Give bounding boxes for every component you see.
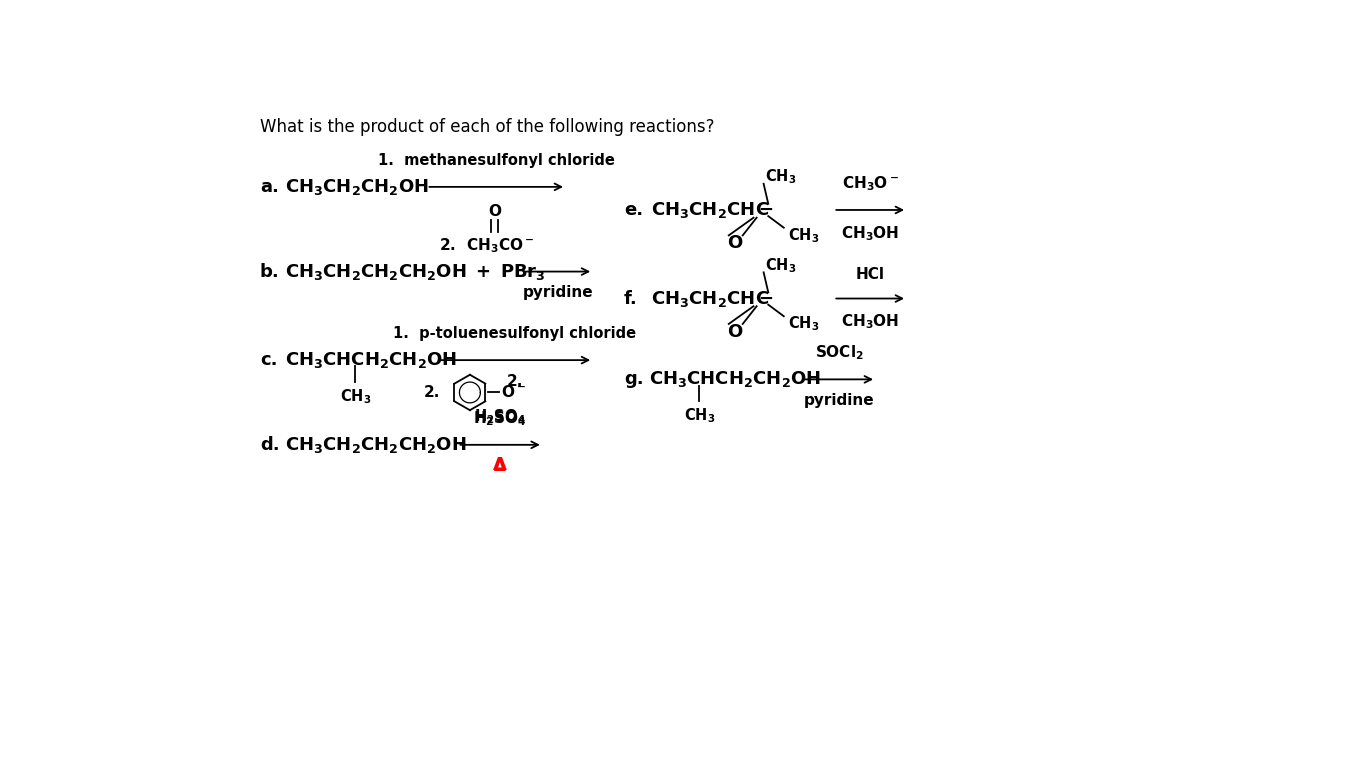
Text: pyridine: pyridine [523, 286, 594, 300]
Text: $\mathbf{H_2SO_4}$: $\mathbf{H_2SO_4}$ [473, 409, 527, 428]
Text: $\mathbf{CH_3CH_2CH-}$: $\mathbf{CH_3CH_2CH-}$ [652, 289, 773, 309]
Text: $\mathbf{CH_3}$: $\mathbf{CH_3}$ [765, 256, 796, 275]
Text: $\mathbf{SOCl_2}$: $\mathbf{SOCl_2}$ [814, 344, 863, 362]
Text: $\mathbf{H_2SO_4}$: $\mathbf{H_2SO_4}$ [474, 407, 526, 425]
Text: $\mathbf{CH_3}$: $\mathbf{CH_3}$ [788, 226, 820, 245]
Text: $\mathbf{O^-}$: $\mathbf{O^-}$ [501, 385, 526, 400]
Text: What is the product of each of the following reactions?: What is the product of each of the follo… [260, 118, 714, 136]
Text: 1.  methanesulfonyl chloride: 1. methanesulfonyl chloride [378, 153, 615, 167]
Text: $\mathbf{CH_3CH_2CH_2CH_2OH \ + \ PBr_3}$: $\mathbf{CH_3CH_2CH_2CH_2OH \ + \ PBr_3}… [284, 262, 545, 282]
Text: b.: b. [260, 263, 280, 280]
Text: 2.: 2. [507, 374, 523, 389]
Text: 1.  p-toluenesulfonyl chloride: 1. p-toluenesulfonyl chloride [393, 326, 637, 341]
Text: $\mathbf{CH_3O^-}$: $\mathbf{CH_3O^-}$ [841, 174, 899, 193]
Text: g.: g. [624, 370, 643, 389]
Text: 2.: 2. [423, 385, 440, 400]
Text: $\mathbf{CH_3}$: $\mathbf{CH_3}$ [765, 167, 796, 186]
Text: $\mathbf{O}$: $\mathbf{O}$ [727, 323, 743, 341]
Text: $\mathbf{CH_3CH_2CH-}$: $\mathbf{CH_3CH_2CH-}$ [652, 200, 773, 220]
Text: $\mathbf{C}$: $\mathbf{C}$ [755, 201, 769, 219]
Text: $\mathbf{CH_3CHCH_2CH_2OH}$: $\mathbf{CH_3CHCH_2CH_2OH}$ [284, 350, 456, 370]
Text: Δ: Δ [494, 458, 505, 474]
Text: $\mathbf{CH_3CH_2CH_2CH_2OH}$: $\mathbf{CH_3CH_2CH_2CH_2OH}$ [284, 435, 466, 455]
Text: f.: f. [624, 290, 638, 307]
Text: $\mathbf{C}$: $\mathbf{C}$ [755, 290, 769, 307]
Text: c.: c. [260, 351, 277, 369]
Text: $\mathbf{CH_3OH}$: $\mathbf{CH_3OH}$ [841, 223, 899, 243]
Text: e.: e. [624, 201, 643, 219]
Text: d.: d. [260, 435, 280, 454]
Text: $\mathbf{CH_3}$: $\mathbf{CH_3}$ [788, 315, 820, 333]
Text: $\mathbf{CH_3CH_2CH_2OH}$: $\mathbf{CH_3CH_2CH_2OH}$ [284, 177, 429, 197]
Text: $\mathbf{CH_3CHCH_2CH_2OH}$: $\mathbf{CH_3CHCH_2CH_2OH}$ [649, 369, 821, 389]
Text: $\mathbf{O}$: $\mathbf{O}$ [727, 234, 743, 252]
Text: pyridine: pyridine [803, 393, 874, 409]
Text: $\mathbf{CH_3}$: $\mathbf{CH_3}$ [683, 406, 714, 425]
Text: $\mathbf{CH_3}$: $\mathbf{CH_3}$ [340, 387, 372, 406]
Text: Δ: Δ [493, 456, 507, 475]
Text: 2.  $\mathbf{CH_3CO^-}$: 2. $\mathbf{CH_3CO^-}$ [440, 236, 534, 255]
Text: a.: a. [260, 178, 279, 196]
Text: O: O [488, 204, 501, 219]
Text: HCl: HCl [855, 266, 885, 282]
Text: $\mathbf{CH_3OH}$: $\mathbf{CH_3OH}$ [841, 313, 899, 331]
